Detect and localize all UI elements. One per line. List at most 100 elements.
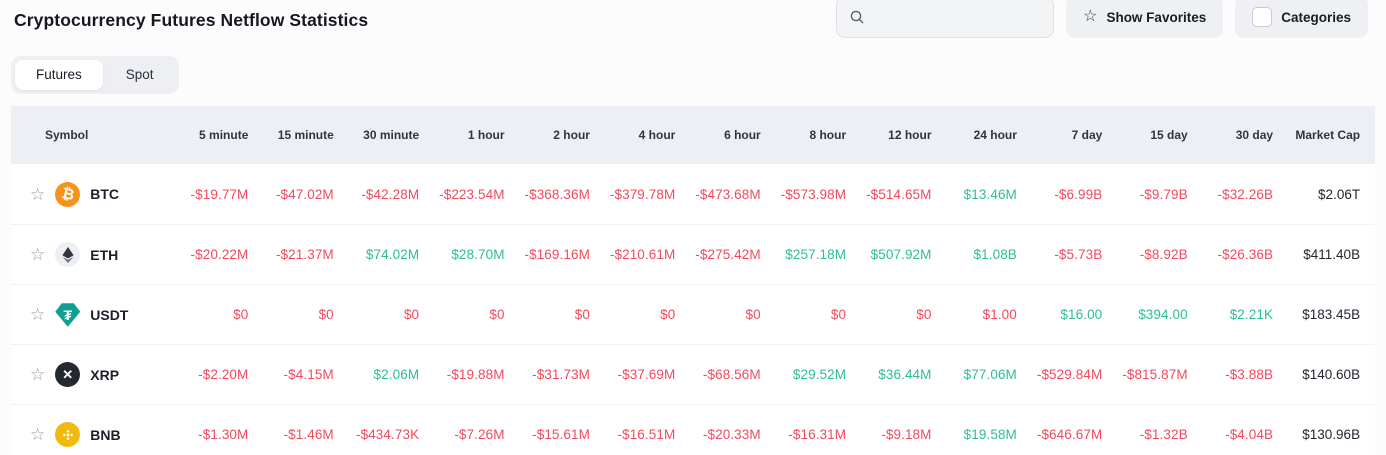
netflow-value: -$1.30M bbox=[198, 427, 249, 443]
column-header-2-hour[interactable]: 2 hour bbox=[553, 128, 590, 143]
netflow-value: -$2.20M bbox=[198, 367, 249, 383]
column-header-market-cap[interactable]: Market Cap bbox=[1295, 128, 1361, 143]
netflow-value: -$4.04B bbox=[1225, 427, 1274, 443]
favorite-star-icon[interactable]: ☆ bbox=[30, 365, 46, 385]
categories-button[interactable]: Categories bbox=[1235, 0, 1368, 38]
netflow-value: -$68.56M bbox=[702, 367, 761, 383]
symbol-cell: ☆ ₿ BTC bbox=[11, 181, 163, 207]
netflow-value: $29.52M bbox=[792, 367, 847, 383]
netflow-value: $257.18M bbox=[785, 247, 847, 263]
netflow-value: -$9.79B bbox=[1139, 186, 1188, 202]
netflow-table: Symbol 5 minute 15 minute 30 minute 1 hour 2 … bbox=[11, 106, 1375, 455]
usdt-icon: ₮ bbox=[55, 303, 81, 327]
netflow-value: $0 bbox=[660, 307, 676, 323]
netflow-value: $1.00 bbox=[982, 307, 1017, 323]
netflow-value: $2.21K bbox=[1229, 307, 1274, 323]
netflow-value: -$379.78M bbox=[609, 186, 676, 202]
column-header-6-hour[interactable]: 6 hour bbox=[724, 128, 761, 143]
bnb-icon bbox=[55, 422, 81, 448]
netflow-value: -$368.36M bbox=[524, 186, 590, 202]
netflow-value: -$7.26M bbox=[454, 427, 505, 443]
netflow-value: -$16.51M bbox=[617, 427, 676, 443]
favorite-star-icon[interactable]: ☆ bbox=[30, 245, 46, 265]
column-header-4-hour[interactable]: 4 hour bbox=[638, 128, 676, 143]
netflow-value: $0 bbox=[489, 307, 505, 323]
xrp-icon: ✕ bbox=[55, 362, 81, 388]
netflow-value: $16.00 bbox=[1060, 307, 1103, 323]
netflow-value: $394.00 bbox=[1138, 307, 1188, 323]
netflow-value: -$37.69M bbox=[617, 367, 676, 383]
table-row-usdt: ☆ ₮ USDT $0 $0 $0 $0 $0 $0 $0 $0 $0 $1.00 $16.00 $394.… bbox=[11, 284, 1375, 345]
search-input[interactable] bbox=[873, 9, 1042, 25]
netflow-value: $0 bbox=[403, 307, 420, 323]
column-header-1-hour[interactable]: 1 hour bbox=[467, 128, 505, 143]
symbol-label: BTC bbox=[90, 186, 120, 203]
netflow-value: -$26.36B bbox=[1217, 247, 1274, 263]
netflow-value: $13.46M bbox=[963, 186, 1017, 202]
table-header-row: Symbol 5 minute 15 minute 30 minute 1 hour 2 … bbox=[11, 106, 1375, 165]
netflow-value: $19.58M bbox=[963, 427, 1017, 443]
symbol-label: BNB bbox=[90, 426, 121, 443]
search-icon bbox=[850, 10, 864, 24]
column-header-15-day[interactable]: 15 day bbox=[1150, 128, 1188, 143]
favorite-star-icon[interactable]: ☆ bbox=[30, 425, 46, 445]
column-header-8-hour[interactable]: 8 hour bbox=[809, 128, 847, 143]
netflow-value: -$8.92B bbox=[1139, 247, 1188, 263]
show-favorites-button[interactable]: ☆ Show Favorites bbox=[1066, 0, 1224, 38]
top-bar: Cryptocurrency Futures Netflow Statistic… bbox=[11, 0, 1375, 46]
table-body: ☆ ₿ BTC -$19.77M -$47.02M -$42.28M -$223.54M -$… bbox=[11, 164, 1375, 455]
show-favorites-label: Show Favorites bbox=[1106, 9, 1207, 25]
netflow-value: -$223.54M bbox=[439, 186, 505, 202]
netflow-value: -$573.98M bbox=[780, 186, 847, 202]
netflow-value: -$31.73M bbox=[532, 367, 590, 383]
market-cap-value: $2.06T bbox=[1318, 186, 1361, 202]
header-controls: ☆ Show Favorites Categories bbox=[836, 0, 1368, 38]
netflow-value: $1.08B bbox=[973, 247, 1017, 263]
star-icon: ☆ bbox=[1083, 8, 1098, 25]
netflow-value: -$47.02M bbox=[275, 186, 334, 202]
netflow-value: -$473.68M bbox=[695, 186, 761, 202]
netflow-value: -$20.33M bbox=[702, 427, 761, 443]
column-header-5-minute[interactable]: 5 minute bbox=[199, 128, 249, 143]
netflow-value: $0 bbox=[745, 307, 761, 323]
netflow-value: -$815.87M bbox=[1122, 367, 1188, 383]
netflow-value: $28.70M bbox=[451, 247, 505, 263]
tab-spot[interactable]: Spot bbox=[105, 60, 175, 90]
netflow-value: -$9.18M bbox=[881, 427, 932, 443]
netflow-value: -$21.37M bbox=[275, 247, 334, 263]
netflow-value: $0 bbox=[574, 307, 590, 323]
market-cap-value: $140.60B bbox=[1302, 367, 1361, 383]
netflow-value: -$20.22M bbox=[190, 247, 249, 263]
netflow-value: $36.44M bbox=[878, 367, 932, 383]
netflow-value: -$3.88B bbox=[1225, 367, 1274, 383]
favorite-star-icon[interactable]: ☆ bbox=[30, 184, 46, 204]
netflow-value: -$32.26B bbox=[1217, 186, 1274, 202]
column-header-symbol[interactable]: Symbol bbox=[45, 128, 89, 143]
netflow-value: -$5.73B bbox=[1054, 247, 1103, 263]
tab-futures[interactable]: Futures bbox=[15, 60, 103, 91]
column-header-12-hour[interactable]: 12 hour bbox=[888, 128, 932, 143]
eth-icon bbox=[55, 242, 81, 268]
netflow-value: $507.92M bbox=[870, 247, 932, 263]
symbol-cell: ☆ ETH bbox=[11, 242, 163, 268]
column-header-7-day[interactable]: 7 day bbox=[1071, 128, 1103, 143]
netflow-value: $0 bbox=[830, 307, 847, 323]
netflow-value: $0 bbox=[318, 307, 334, 323]
column-header-30-day[interactable]: 30 day bbox=[1235, 128, 1274, 143]
symbol-label: USDT bbox=[90, 306, 129, 323]
favorite-star-icon[interactable]: ☆ bbox=[30, 305, 46, 325]
market-cap-value: $130.96B bbox=[1302, 427, 1361, 443]
market-cap-value: $183.45B bbox=[1302, 307, 1361, 323]
netflow-value: -$646.67M bbox=[1036, 427, 1103, 443]
netflow-value: -$169.16M bbox=[524, 247, 590, 263]
search-box[interactable] bbox=[836, 0, 1055, 38]
column-header-30-minute[interactable]: 30 minute bbox=[363, 128, 420, 143]
market-type-tabs: Futures Spot bbox=[11, 56, 179, 95]
column-header-15-minute[interactable]: 15 minute bbox=[277, 128, 334, 143]
column-header-24-hour[interactable]: 24 hour bbox=[973, 128, 1017, 143]
categories-checkbox[interactable] bbox=[1252, 7, 1273, 27]
btc-icon: ₿ bbox=[55, 181, 81, 207]
netflow-value: -$210.61M bbox=[609, 247, 676, 263]
netflow-value: -$514.65M bbox=[866, 186, 932, 202]
netflow-value: $0 bbox=[916, 307, 932, 323]
